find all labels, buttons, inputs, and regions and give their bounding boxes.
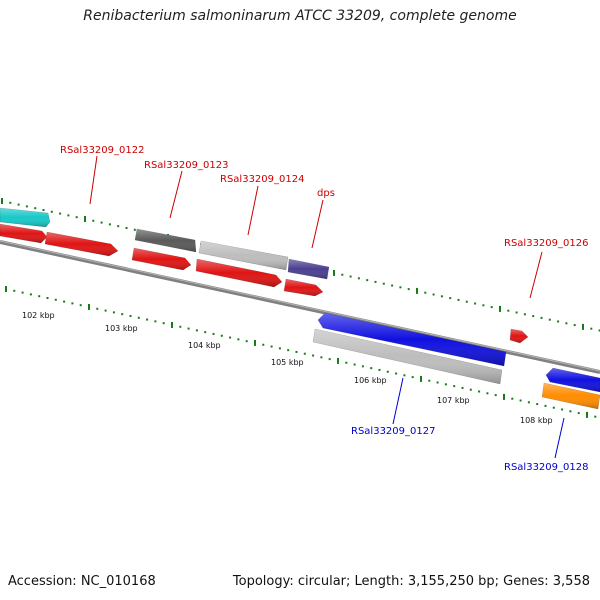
ruler-labels: 102 kbp 103 kbp 104 kbp 105 kbp 106 kbp … xyxy=(22,311,553,425)
gene-arrow-dps[interactable] xyxy=(287,258,330,280)
gene-label-0126[interactable]: RSal33209_0126 xyxy=(504,238,588,249)
ruler-label: 105 kbp xyxy=(271,358,304,367)
genome-title: Renibacterium salmoninarum ATCC 33209, c… xyxy=(83,8,517,24)
gene-arrow-0123[interactable] xyxy=(134,228,197,253)
callout-line-0124 xyxy=(247,185,259,236)
ruler-label: 104 kbp xyxy=(188,341,221,350)
callout-lines xyxy=(89,155,565,459)
callout-line-0123 xyxy=(169,170,183,219)
ruler-label: 102 kbp xyxy=(22,311,55,320)
gene-label-0123[interactable]: RSal33209_0123 xyxy=(144,160,228,171)
gene-arrow-red-a[interactable] xyxy=(0,223,48,244)
ruler-label: 108 kbp xyxy=(520,416,553,425)
gene-labels: RSal33209_0122 RSal33209_0123 RSal33209_… xyxy=(60,145,588,473)
ruler-label: 106 kbp xyxy=(354,376,387,385)
callout-line-0127 xyxy=(392,377,404,425)
accession-text: Accession: NC_010168 xyxy=(8,574,156,589)
gene-arrow-red-d[interactable] xyxy=(283,278,324,297)
gene-label-0127[interactable]: RSal33209_0127 xyxy=(351,426,435,437)
gene-arrow-red-b[interactable] xyxy=(131,247,192,271)
gene-arrow-0126[interactable] xyxy=(509,328,529,344)
ruler-label: 103 kbp xyxy=(105,324,138,333)
topology-text: Topology: circular; Length: 3,155,250 bp… xyxy=(232,574,590,589)
callout-line-dps xyxy=(311,199,324,249)
callout-line-0128 xyxy=(554,417,565,459)
gene-label-dps[interactable]: dps xyxy=(317,188,335,199)
gene-label-0128[interactable]: RSal33209_0128 xyxy=(504,462,588,473)
ruler-label: 107 kbp xyxy=(437,396,470,405)
callout-line-0126 xyxy=(529,251,543,299)
callout-line-0122 xyxy=(89,155,98,205)
gene-label-0124[interactable]: RSal33209_0124 xyxy=(220,174,304,185)
gene-label-0122[interactable]: RSal33209_0122 xyxy=(60,145,144,156)
